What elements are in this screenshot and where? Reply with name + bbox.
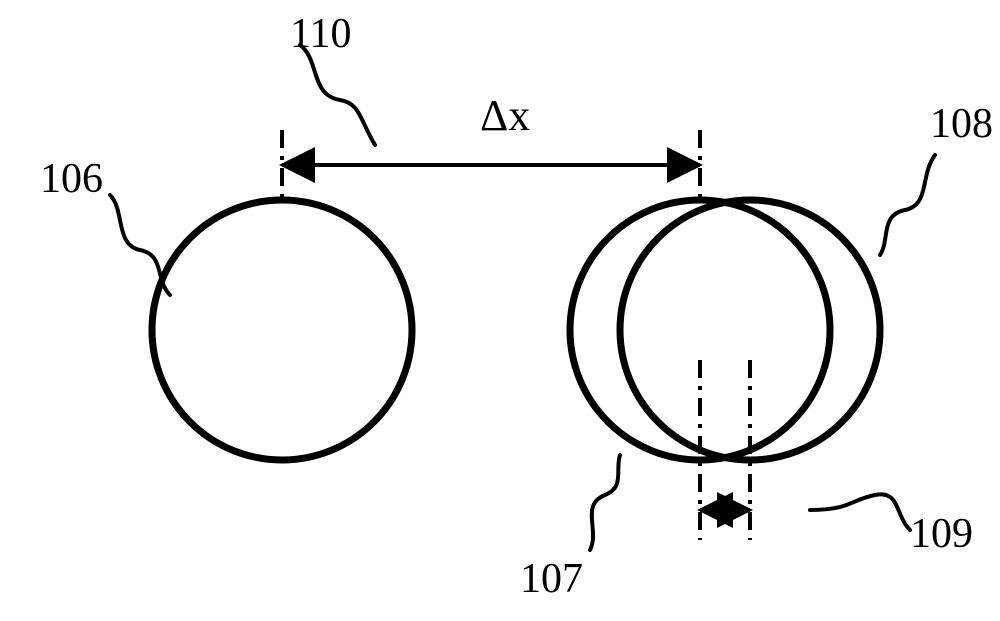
circle-right-inner bbox=[570, 200, 830, 460]
circle-right-outer bbox=[620, 200, 880, 460]
label-106: 106 bbox=[40, 155, 103, 203]
leader-109 bbox=[810, 494, 910, 530]
label-108: 108 bbox=[930, 100, 993, 148]
leader-108 bbox=[880, 155, 935, 255]
label-107: 107 bbox=[520, 555, 583, 603]
diagram-root: Δx 110 106 107 108 109 bbox=[0, 0, 1000, 621]
label-delta-x: Δx bbox=[480, 90, 530, 141]
leader-110 bbox=[300, 45, 375, 145]
circle-left bbox=[152, 200, 412, 460]
label-109: 109 bbox=[910, 510, 973, 558]
leader-107 bbox=[590, 455, 620, 550]
leader-106 bbox=[110, 195, 170, 295]
label-110: 110 bbox=[290, 10, 351, 58]
